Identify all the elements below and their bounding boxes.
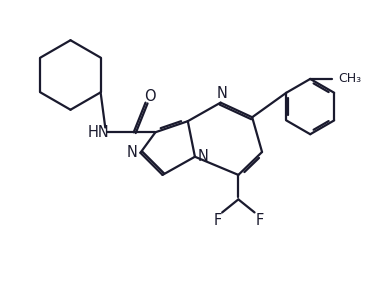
Text: F: F [255,213,263,228]
Text: N: N [126,145,137,160]
Text: CH₃: CH₃ [339,72,362,85]
Text: HN: HN [87,125,109,140]
Text: N: N [197,149,208,164]
Text: O: O [145,89,156,104]
Text: F: F [213,213,222,228]
Text: N: N [217,86,227,102]
